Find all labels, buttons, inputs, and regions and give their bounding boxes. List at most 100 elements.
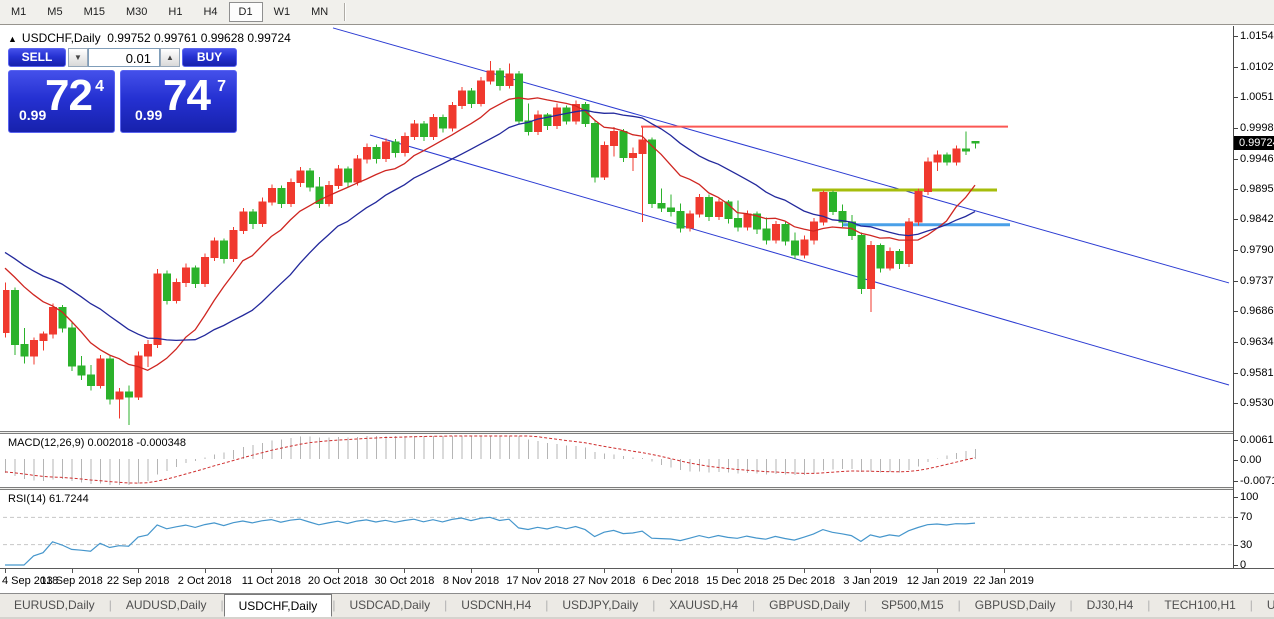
axis-tick [1234, 158, 1238, 160]
time-axis-tick [936, 569, 938, 573]
tab-divider: | [545, 598, 549, 612]
chart-tab-gbpusd-daily[interactable]: GBPUSD,Daily [974, 598, 1056, 612]
time-axis-tick [537, 569, 539, 573]
timeframe-button-h4[interactable]: H4 [203, 6, 218, 18]
axis-tick [1234, 565, 1238, 566]
volume-input[interactable] [88, 48, 160, 67]
sell-price-button[interactable]: 0.99 72 4 [8, 70, 115, 133]
chart-tab-usdchf-daily[interactable]: USDCHF,Daily [223, 594, 333, 617]
chart-tab-eurusd-daily[interactable]: EURUSD,Daily [14, 598, 95, 612]
date-label: 25 Dec 2018 [772, 575, 836, 587]
date-label: 22 Sep 2018 [106, 575, 170, 587]
axis-tick [1234, 517, 1238, 519]
price-axis-label: 1.01545 [1240, 30, 1274, 42]
rsi-indicator-label: RSI(14) 61.7244 [8, 493, 89, 505]
time-axis-tick [737, 569, 739, 573]
date-label: 3 Jan 2019 [843, 575, 898, 587]
date-label: 17 Nov 2018 [506, 575, 569, 587]
macd-axis-label: -0.007142 [1240, 475, 1274, 487]
rsi-axis-label: 30 [1240, 538, 1253, 551]
timeframe-button-m15[interactable]: M15 [83, 6, 105, 18]
chart-tab-sp500-m15[interactable]: SP500,M15 [880, 598, 944, 612]
timeframe-button-d1[interactable]: D1 [228, 2, 263, 22]
main-chart[interactable] [3, 26, 1232, 431]
buy-button[interactable]: BUY [182, 48, 237, 67]
volume-increase-button[interactable]: ▲ [160, 48, 180, 67]
chart-tab-ukoil-h1[interactable]: UKOil,H1 [1266, 598, 1274, 612]
time-axis[interactable]: 4 Sep 2018 13 Sep 2018 22 Sep 2018 2 Oct 20… [0, 569, 1233, 593]
timeframe-button-m5[interactable]: M5 [47, 6, 63, 18]
date-label: 15 Dec 2018 [706, 575, 769, 587]
macd-panel[interactable] [3, 434, 1232, 487]
buy-price-main: 74 [163, 71, 211, 120]
price-axis-label: 0.96865 [1240, 305, 1274, 318]
tab-divider: | [1147, 598, 1151, 612]
time-axis-tick [337, 569, 339, 573]
panel-splitter[interactable] [0, 487, 1274, 490]
axis-tick [1234, 440, 1238, 441]
tab-divider: | [1069, 598, 1073, 612]
axis-tick [1234, 497, 1238, 498]
axis-tick [1234, 544, 1238, 546]
time-axis-tick [138, 569, 140, 573]
date-label: 20 Oct 2018 [307, 575, 368, 587]
panel-splitter[interactable] [0, 431, 1274, 434]
rsi-panel[interactable] [3, 490, 1232, 568]
time-axis-line [0, 568, 1274, 569]
date-label: 12 Jan 2019 [906, 575, 968, 587]
chart-tab-usdjpy-daily[interactable]: USDJPY,Daily [562, 598, 639, 612]
tab-divider: | [957, 598, 961, 612]
price-axis-label: 0.99985 [1240, 121, 1274, 134]
macd-axis-label: 0.006137 [1240, 434, 1274, 446]
sell-button[interactable]: SELL [8, 48, 66, 67]
time-axis-tick [71, 569, 73, 573]
chart-tab-xauusd-h4[interactable]: XAUUSD,H4 [669, 598, 739, 612]
axis-tick [1234, 311, 1238, 313]
sell-price-prefix: 0.99 [19, 107, 47, 123]
timeframe-button-h1[interactable]: H1 [168, 6, 183, 18]
sell-price-main: 72 [45, 71, 93, 120]
axis-tick [1234, 342, 1238, 344]
tab-divider: | [444, 598, 448, 612]
axis-tick [1234, 459, 1238, 461]
collapse-triangle-icon: ▲ [8, 34, 17, 44]
time-axis-tick [204, 569, 206, 573]
date-label: 4 Sep 2018 [2, 575, 59, 587]
buy-price-button[interactable]: 0.99 74 7 [120, 70, 237, 133]
chart-title: ▲ USDCHF,Daily 0.99752 0.99761 0.99628 0.… [8, 31, 291, 45]
tab-divider: | [652, 598, 656, 612]
chart-tab-gbpusd-daily[interactable]: GBPUSD,Daily [769, 598, 850, 612]
chart-tab-usdcad-daily[interactable]: USDCAD,Daily [349, 598, 431, 612]
axis-tick [1234, 219, 1238, 221]
chart-tab-audusd-daily[interactable]: AUDUSD,Daily [125, 598, 207, 612]
axis-tick [1234, 402, 1238, 404]
chart-tab-tech100-h1[interactable]: TECH100,H1 [1164, 598, 1236, 612]
chart-symbol-label: USDCHF,Daily [21, 31, 101, 45]
macd-indicator-label: MACD(12,26,9) 0.002018 -0.000348 [8, 437, 186, 449]
time-axis-tick [803, 569, 805, 573]
date-label: 6 Dec 2018 [642, 575, 699, 587]
timeframe-button-m30[interactable]: M30 [125, 6, 148, 18]
time-axis-tick [870, 569, 872, 573]
timeframe-button-m1[interactable]: M1 [11, 6, 27, 18]
tab-divider: | [108, 598, 112, 612]
tab-divider: | [863, 598, 867, 612]
chart-tab-dj30-h4[interactable]: DJ30,H4 [1086, 598, 1134, 612]
buy-price-pip: 7 [217, 78, 226, 95]
axis-tick [1234, 281, 1238, 283]
date-label: 11 Oct 2018 [241, 575, 301, 587]
timeframe-button-mn[interactable]: MN [311, 6, 329, 18]
price-axis-label: 0.98425 [1240, 213, 1274, 226]
chart-tab-usdcnh-h4[interactable]: USDCNH,H4 [461, 598, 532, 612]
rsi-axis-label: 100 [1240, 491, 1259, 503]
axis-tick [1234, 66, 1238, 68]
date-label: 22 Jan 2019 [973, 575, 1034, 587]
timeframe-button-w1[interactable]: W1 [273, 6, 291, 18]
volume-decrease-button[interactable]: ▼ [68, 48, 88, 67]
price-axis-label: 1.01020 [1240, 60, 1274, 73]
price-axis-label: 0.95815 [1240, 366, 1274, 379]
chart-tab-bar: EURUSD,Daily | AUDUSD,Daily | USDCHF,Daily | U… [0, 593, 1274, 617]
